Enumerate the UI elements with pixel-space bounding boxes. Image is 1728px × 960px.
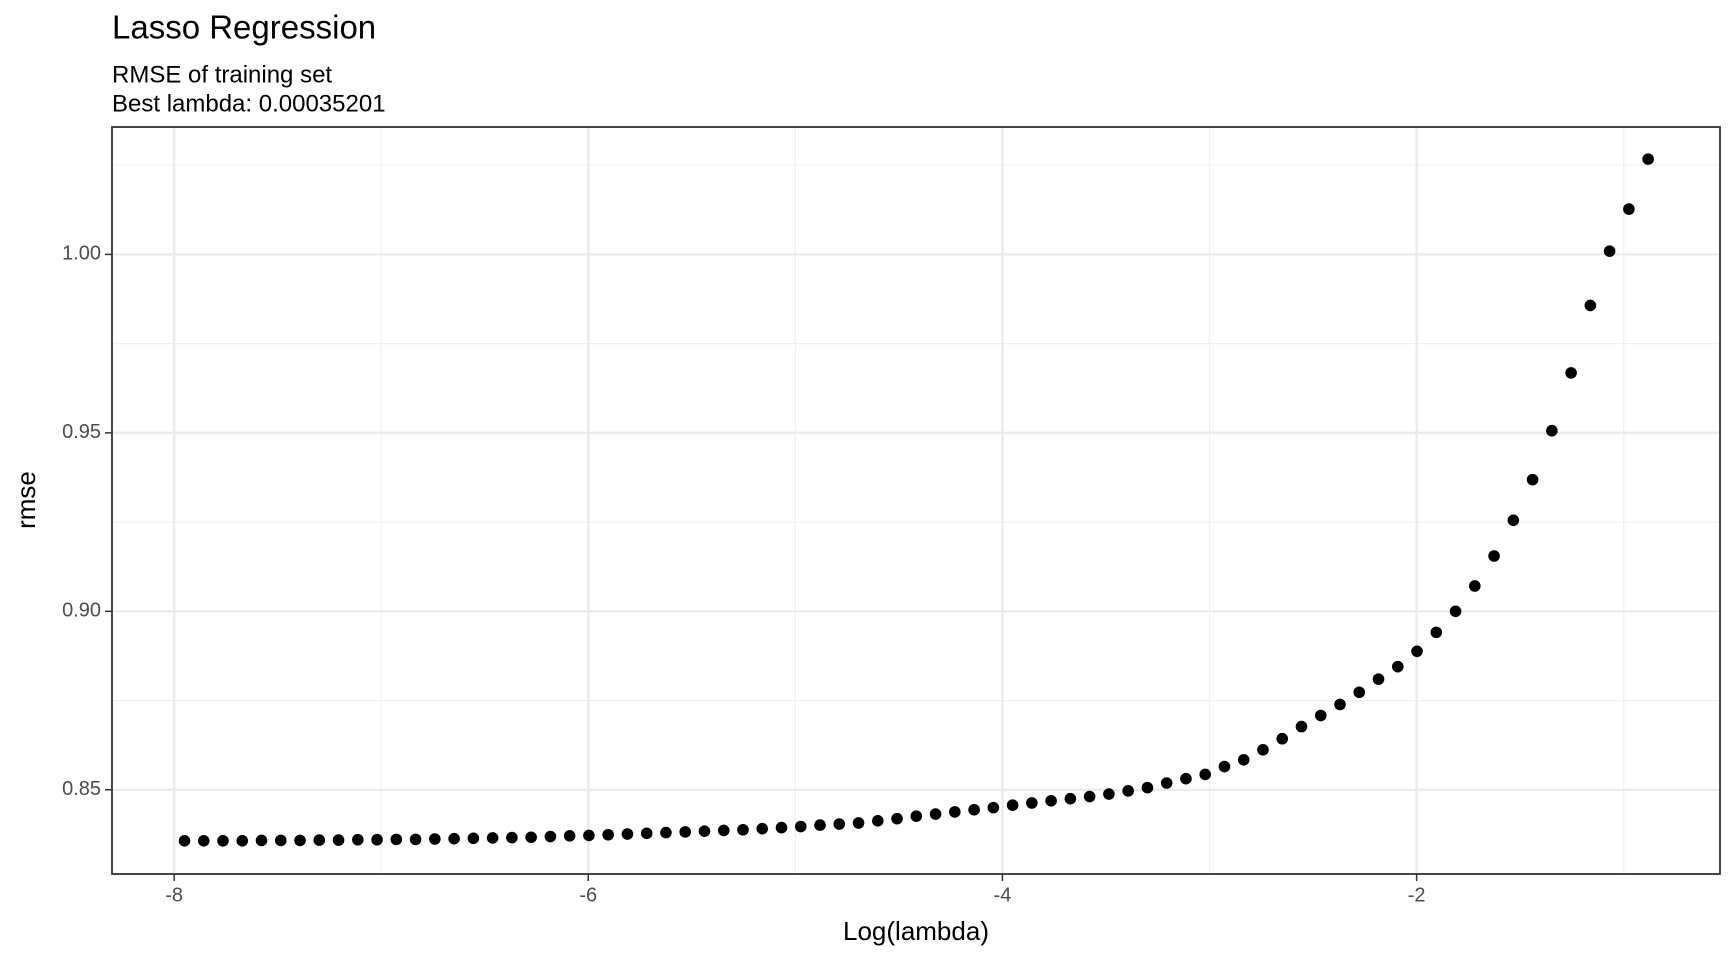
point xyxy=(1276,732,1289,745)
point xyxy=(929,808,942,820)
point xyxy=(1372,673,1385,685)
point xyxy=(506,831,518,844)
point xyxy=(544,830,557,843)
point xyxy=(1546,424,1558,437)
point xyxy=(1642,153,1654,165)
point xyxy=(737,823,749,836)
point xyxy=(717,824,730,837)
point xyxy=(891,812,903,825)
point xyxy=(1603,245,1616,258)
y-tick-label: 0.95 xyxy=(62,421,101,443)
point xyxy=(197,835,210,847)
point xyxy=(1488,550,1500,562)
point xyxy=(871,815,884,827)
point xyxy=(409,833,422,846)
point xyxy=(467,832,480,845)
point xyxy=(236,835,249,847)
point xyxy=(949,806,961,818)
point xyxy=(1199,768,1211,781)
point xyxy=(968,803,980,816)
point xyxy=(1026,797,1038,809)
point xyxy=(1180,772,1192,785)
point xyxy=(852,817,865,829)
point xyxy=(1391,660,1404,673)
point xyxy=(429,833,441,845)
point xyxy=(1103,788,1115,800)
point xyxy=(255,834,268,847)
chart-title: Lasso Regression xyxy=(112,9,376,46)
y-tick-label: 0.85 xyxy=(62,778,101,800)
point xyxy=(1160,777,1173,789)
point xyxy=(525,831,537,844)
point xyxy=(217,835,229,847)
point xyxy=(486,832,499,844)
point xyxy=(1314,709,1327,722)
point xyxy=(1430,626,1443,639)
point xyxy=(1353,686,1366,699)
point xyxy=(294,834,306,847)
point xyxy=(660,826,672,839)
chart-subtitle: RMSE of training set xyxy=(112,61,332,88)
point xyxy=(775,821,788,834)
point xyxy=(371,833,383,846)
point xyxy=(1507,514,1520,527)
point xyxy=(1295,720,1308,733)
x-tick-label: -8 xyxy=(165,884,183,906)
point xyxy=(679,826,692,838)
point xyxy=(698,825,711,837)
point xyxy=(1334,698,1346,711)
point xyxy=(1006,799,1019,811)
point xyxy=(1122,785,1134,797)
point xyxy=(274,834,287,847)
point xyxy=(1218,760,1231,773)
point xyxy=(1449,605,1462,618)
point xyxy=(640,827,653,840)
point xyxy=(313,834,326,846)
point xyxy=(1257,743,1269,756)
point xyxy=(1526,473,1539,486)
point xyxy=(448,832,460,845)
point xyxy=(1565,367,1577,379)
chart-subtitle: Best lambda: 0.00035201 xyxy=(112,90,386,117)
point xyxy=(583,829,595,842)
point xyxy=(621,828,634,840)
point xyxy=(1045,795,1057,807)
x-axis-label: Log(lambda) xyxy=(843,916,989,946)
point xyxy=(910,810,923,822)
point xyxy=(756,822,769,835)
point xyxy=(1141,781,1154,794)
point xyxy=(602,828,614,841)
point xyxy=(987,801,1000,814)
point xyxy=(1584,299,1597,312)
point xyxy=(833,818,846,830)
point xyxy=(178,835,191,847)
x-tick-label: -2 xyxy=(1408,884,1426,906)
x-tick-label: -6 xyxy=(579,884,597,906)
plot-border xyxy=(111,126,1721,875)
point xyxy=(1469,580,1481,592)
point xyxy=(1411,645,1423,658)
point xyxy=(794,820,807,833)
y-tick-label: 0.90 xyxy=(62,600,101,622)
point xyxy=(1083,790,1096,803)
point xyxy=(352,833,364,846)
point xyxy=(390,833,403,846)
point xyxy=(563,830,576,842)
y-tick-label: 1.00 xyxy=(62,243,101,265)
point xyxy=(1623,203,1635,215)
point xyxy=(332,834,345,846)
point xyxy=(1064,792,1077,805)
point xyxy=(1237,753,1250,766)
x-tick-label: -4 xyxy=(994,884,1012,906)
point xyxy=(814,819,826,831)
y-axis-label: rmse xyxy=(11,471,41,529)
